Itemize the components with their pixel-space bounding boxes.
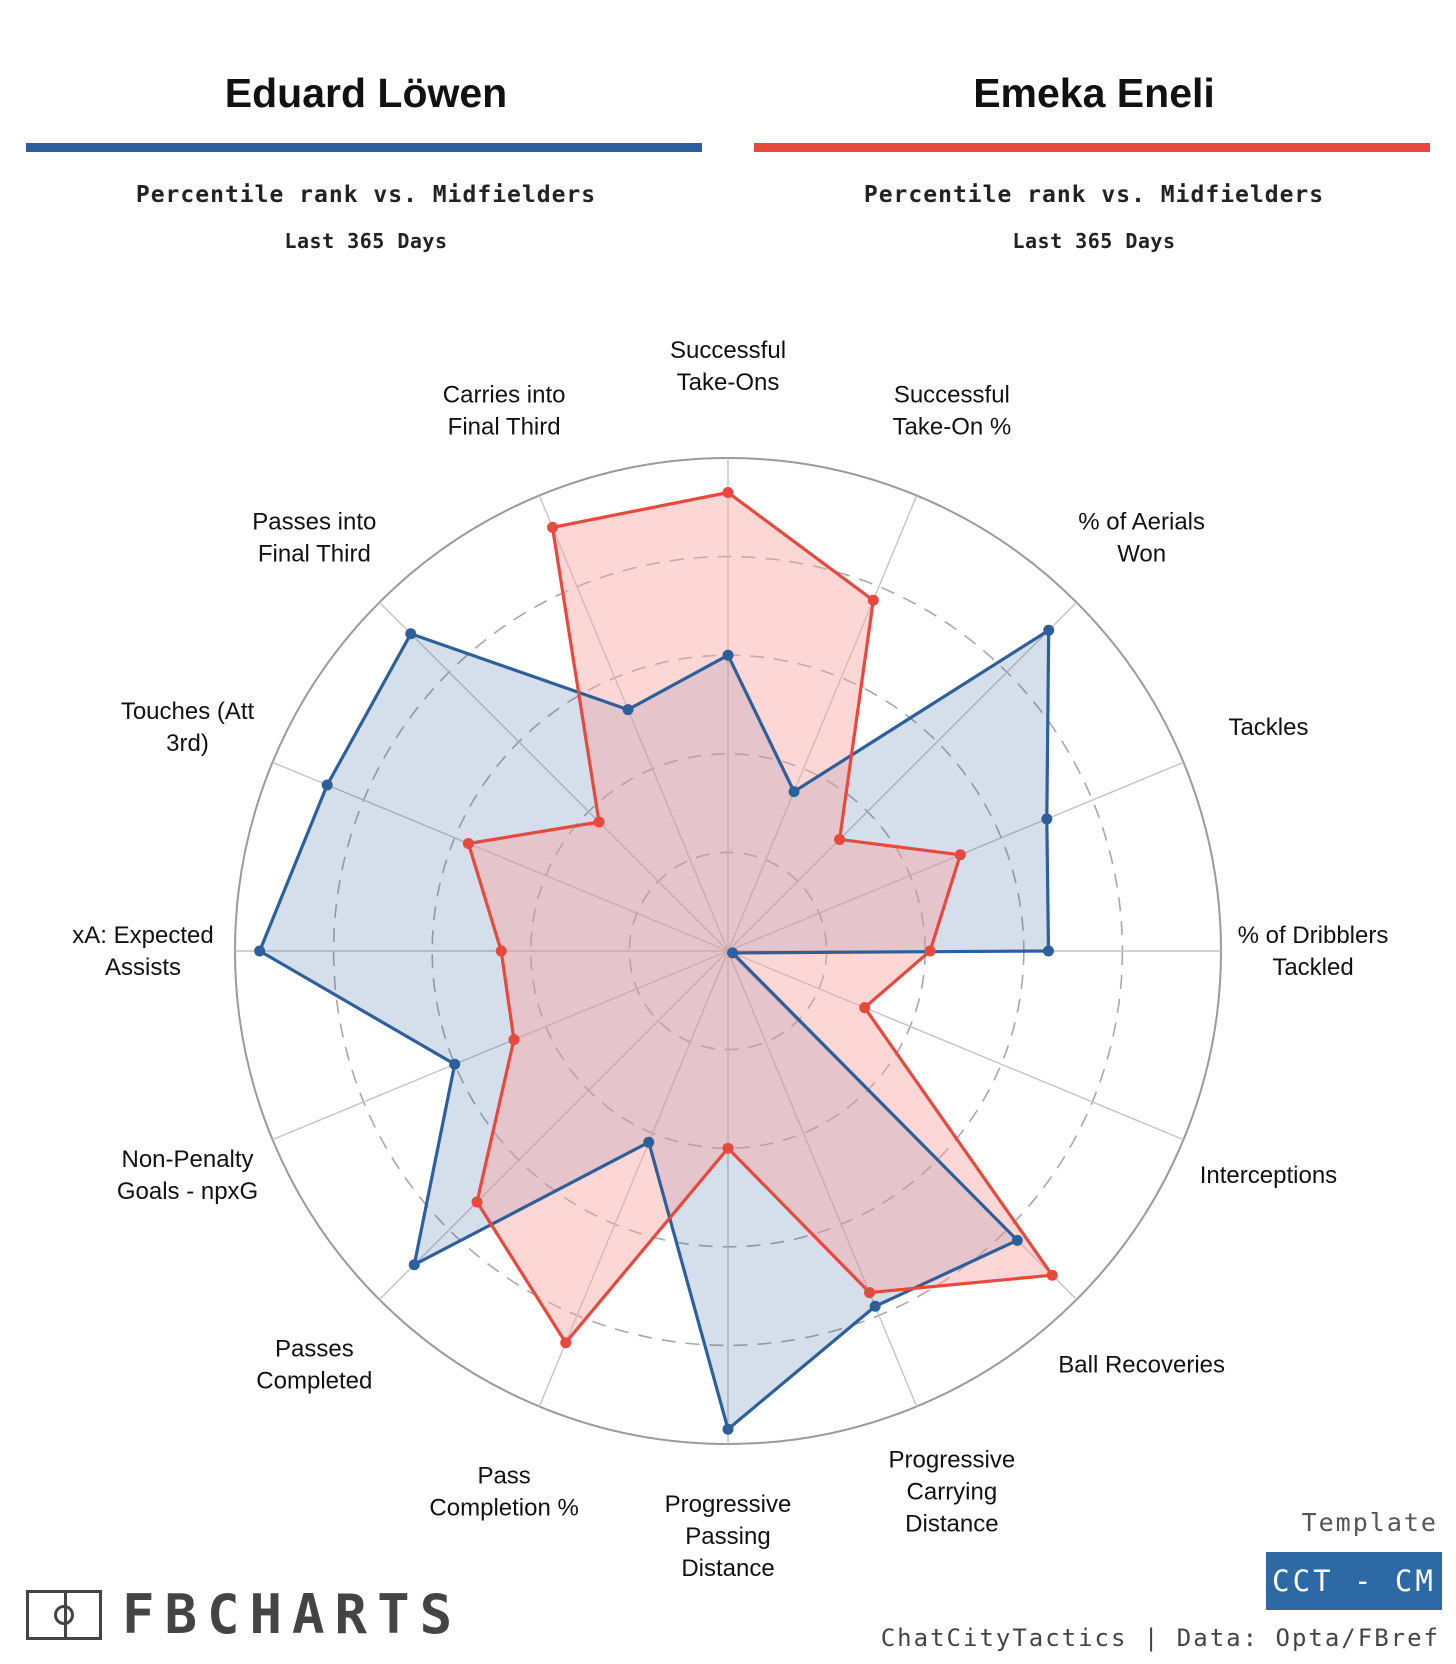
- axis-label-0: Successful Take-Ons: [670, 337, 786, 396]
- player-1-period: Last 365 Days: [284, 229, 448, 253]
- series-0-point-0: [722, 649, 734, 661]
- series-1-point-7: [863, 1287, 875, 1299]
- series-0-point-10: [408, 1259, 420, 1271]
- spoke-9: [538, 950, 729, 1407]
- pitch-icon: [26, 1590, 102, 1640]
- series-0-point-13: [321, 779, 333, 791]
- series-0-point-6: [1011, 1234, 1023, 1246]
- spoke-7: [727, 950, 918, 1407]
- axis-label-14: Passes into Final Third: [252, 508, 376, 567]
- series-1-point-8: [722, 1142, 734, 1154]
- series-1-point-6: [1046, 1269, 1058, 1281]
- player-2-period: Last 365 Days: [1012, 229, 1176, 253]
- brand-text: FBCHARTS: [122, 1583, 463, 1646]
- series-0-area: [259, 630, 1049, 1430]
- series-0-point-4: [1042, 945, 1054, 957]
- spoke-13: [272, 761, 729, 952]
- series-1-point-10: [471, 1196, 483, 1208]
- axis-label-15: Carries into Final Third: [443, 382, 566, 441]
- spoke-15: [538, 495, 729, 952]
- player-1-color-bar: [26, 143, 702, 152]
- series-1-point-11: [508, 1034, 520, 1046]
- series-1-point-1: [867, 594, 879, 606]
- spoke-2: [727, 601, 1078, 952]
- series-1-point-15: [547, 521, 559, 533]
- series-0-point-14: [405, 628, 417, 640]
- series-0-point-15: [622, 704, 634, 716]
- player-2-subtitle: Percentile rank vs. Midfielders: [863, 182, 1325, 208]
- axis-label-13: Touches (Att 3rd): [121, 698, 255, 757]
- axis-label-6: Ball Recoveries: [1058, 1352, 1225, 1379]
- series-0-point-11: [449, 1058, 461, 1070]
- series-0-point-1: [788, 786, 800, 798]
- series-1-point-0: [722, 487, 734, 499]
- axis-label-10: Passes Completed: [256, 1336, 372, 1395]
- series-1-point-9: [560, 1337, 572, 1349]
- spoke-1: [727, 495, 918, 952]
- series-1-point-13: [462, 837, 474, 849]
- series-1-point-4: [924, 945, 936, 957]
- player-1-name: Eduard Löwen: [224, 70, 508, 116]
- spoke-14: [378, 601, 729, 952]
- axis-label-9: Pass Completion %: [429, 1462, 578, 1521]
- axis-label-1: Successful Take-On %: [893, 382, 1012, 441]
- axis-label-5: Interceptions: [1200, 1162, 1337, 1189]
- template-badge: CCT - CM: [1266, 1552, 1442, 1610]
- series-0-point-12: [254, 945, 266, 957]
- player-2-color-bar: [754, 143, 1430, 152]
- player-1-subtitle: Percentile rank vs. Midfielders: [135, 182, 597, 208]
- spoke-10: [378, 950, 729, 1301]
- axis-label-7: Progressive Carrying Distance: [889, 1446, 1016, 1537]
- axis-label-12: xA: Expected Assists: [72, 922, 213, 981]
- axis-label-11: Non-Penalty Goals - npxG: [117, 1146, 258, 1205]
- template-label: Template: [1301, 1508, 1438, 1537]
- axis-label-3: Tackles: [1228, 714, 1308, 741]
- player-2-name: Emeka Eneli: [973, 70, 1215, 116]
- series-0-point-3: [1041, 813, 1053, 825]
- series-0-point-2: [1043, 624, 1055, 636]
- series-0-point-8: [722, 1423, 734, 1435]
- axis-label-8: Progressive Passing Distance: [665, 1491, 792, 1582]
- series-0-point-9: [643, 1136, 655, 1148]
- spoke-5: [727, 950, 1184, 1141]
- series-1-point-14: [593, 816, 605, 828]
- fbcharts-logo: FBCHARTS: [26, 1584, 452, 1646]
- data-credit: ChatCityTactics | Data: Opta/FBref: [880, 1624, 1440, 1652]
- series-0-point-5: [727, 947, 739, 959]
- spoke-11: [272, 950, 729, 1141]
- series-0-point-7: [869, 1300, 881, 1312]
- series-1-point-2: [834, 833, 846, 845]
- series-1-point-5: [859, 1002, 871, 1014]
- axis-label-4: % of Dribblers Tackled: [1238, 922, 1389, 981]
- series-1-point-3: [954, 849, 966, 861]
- series-1-point-12: [495, 945, 507, 957]
- axis-label-2: % of Aerials Won: [1078, 508, 1205, 567]
